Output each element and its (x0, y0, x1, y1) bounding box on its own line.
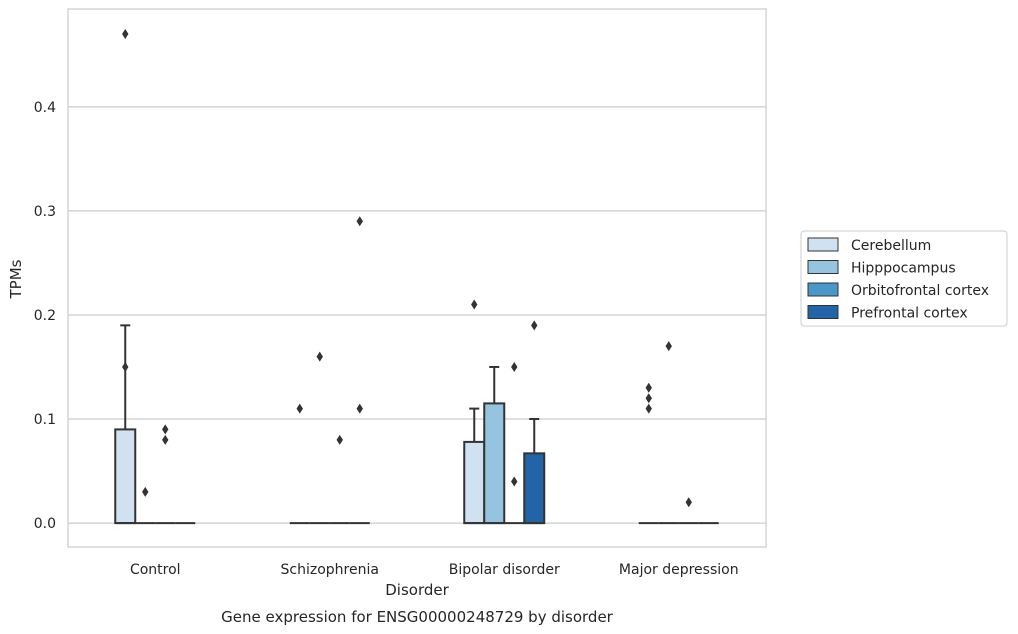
outlier-point (316, 351, 323, 362)
outlier-point (122, 28, 129, 39)
outlier-point (665, 341, 672, 352)
box-group (289, 403, 310, 525)
x-tick-label: Bipolar disorder (449, 562, 560, 578)
outlier-point (296, 403, 303, 414)
outlier-point (685, 497, 692, 508)
x-tick-label: Control (130, 562, 181, 578)
legend-label: Hipppocampus (851, 261, 956, 277)
box-group (638, 382, 659, 525)
legend-label: Cerebellum (851, 238, 931, 254)
legend-swatch (807, 237, 839, 252)
legend-swatch (807, 282, 839, 297)
box-group (349, 216, 370, 525)
box-group (523, 320, 546, 525)
box (483, 402, 506, 525)
outlier-point (471, 299, 478, 310)
box-group (329, 434, 350, 525)
box-group (114, 28, 137, 525)
outlier-point (511, 476, 518, 487)
x-tick-label: Schizophrenia (281, 562, 379, 578)
plot-frame (67, 8, 767, 548)
outlier-point (645, 382, 652, 393)
outlier-point (645, 393, 652, 404)
outlier-point (356, 403, 363, 414)
y-tick-label: 0.4 (34, 100, 56, 116)
box (463, 440, 486, 525)
box-group (504, 361, 525, 525)
outlier-point (122, 361, 129, 372)
box-group (135, 486, 156, 525)
y-tick-label: 0.0 (34, 516, 56, 532)
outlier-point (531, 320, 538, 331)
box-group (309, 351, 330, 525)
y-tick-label: 0.2 (34, 308, 56, 324)
outlier-point (356, 216, 363, 227)
outlier-point (162, 424, 169, 435)
outlier-point (511, 361, 518, 372)
y-tick-label: 0.3 (34, 204, 56, 220)
chart-title: Gene expression for ENSG00000248729 by d… (221, 608, 614, 626)
outlier-point (336, 434, 343, 445)
outlier-point (162, 434, 169, 445)
x-axis-label: Disorder (385, 581, 449, 599)
y-axis-label: TPMs (7, 259, 25, 299)
x-axis-ticks: Control Schizophrenia Bipolar disorder Majo… (130, 562, 739, 578)
box-group (483, 365, 506, 525)
legend-label: Orbitofrontal cortex (851, 283, 989, 299)
legend: Cerebellum Hipppocampus Orbitofrontal cort… (800, 230, 1008, 327)
legend-swatch (807, 260, 839, 274)
legend-label: Prefrontal cortex (851, 306, 968, 322)
outlier-point (142, 486, 149, 497)
y-axis-ticks: 0.0 0.1 0.2 0.3 0.4 (34, 100, 56, 532)
outlier-point (645, 403, 652, 414)
box (114, 428, 137, 525)
legend-swatch (807, 305, 839, 319)
plot-area (114, 28, 719, 525)
box-group (658, 341, 679, 525)
box-group (678, 497, 699, 525)
x-tick-label: Major depression (619, 562, 739, 578)
box-group (155, 424, 176, 525)
legend-frame (800, 230, 1008, 327)
y-tick-label: 0.1 (34, 412, 56, 428)
box (523, 452, 546, 525)
